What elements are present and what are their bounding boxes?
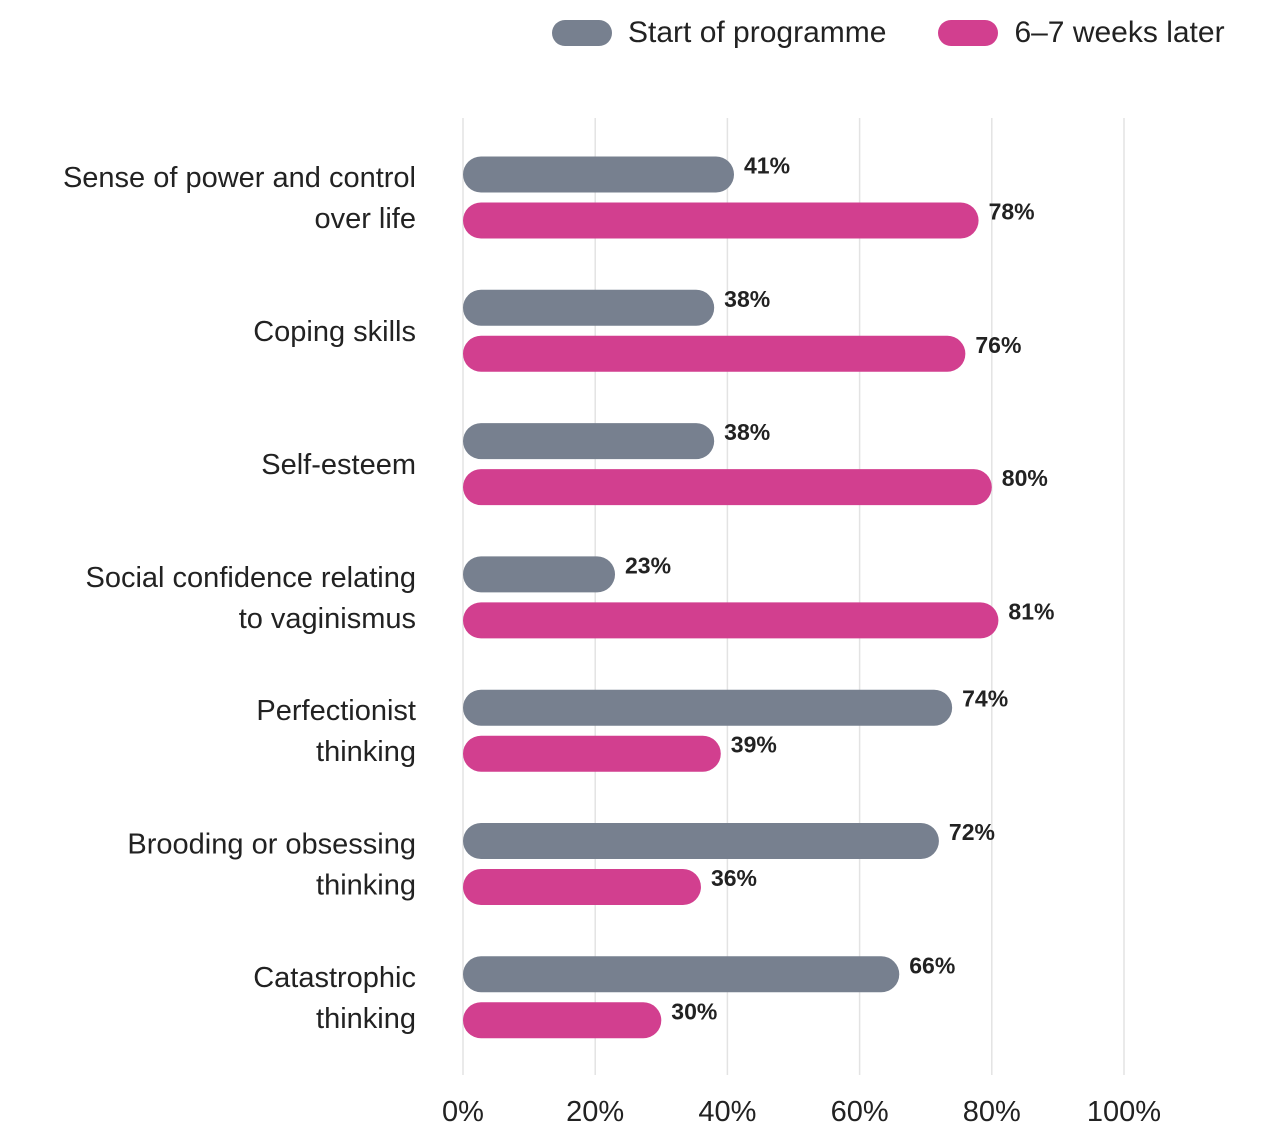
- bar-start: [463, 823, 939, 859]
- category-label: Sense of power and control: [63, 162, 416, 194]
- data-label: 76%: [975, 332, 1021, 358]
- bar-later: [463, 335, 966, 372]
- bar-start: [463, 289, 715, 326]
- data-label: 38%: [724, 286, 770, 312]
- category-label: to vaginismus: [239, 603, 416, 635]
- legend-item-start: Start of programme: [552, 16, 886, 50]
- bar-later: [463, 469, 992, 506]
- x-tick-label: 0%: [442, 1096, 484, 1128]
- bar-later: [463, 1002, 662, 1039]
- bar-later: [463, 735, 721, 772]
- data-label: 74%: [962, 686, 1008, 712]
- category-label: Coping skills: [253, 316, 416, 348]
- bar-start: [463, 423, 715, 460]
- bar-later: [463, 869, 701, 905]
- legend-label-start: Start of programme: [628, 16, 887, 49]
- bar-start: [463, 556, 616, 593]
- x-tick-label: 60%: [831, 1096, 889, 1128]
- data-label: 78%: [989, 199, 1035, 225]
- category-label: Perfectionist: [256, 695, 416, 727]
- x-tick-label: 80%: [963, 1096, 1021, 1128]
- bar-later: [463, 202, 979, 239]
- category-label: thinking: [316, 1003, 416, 1035]
- category-label: Social confidence relating: [86, 562, 416, 594]
- x-tick-label: 20%: [566, 1096, 624, 1128]
- data-label: 80%: [1002, 465, 1048, 491]
- bar-start: [463, 689, 953, 726]
- data-label: 66%: [909, 952, 955, 978]
- x-tick-label: 100%: [1087, 1096, 1161, 1128]
- data-label: 23%: [625, 552, 671, 578]
- bar-start: [463, 956, 900, 993]
- legend-item-later: 6–7 weeks later: [938, 16, 1225, 50]
- data-label: 36%: [711, 865, 757, 891]
- chart-legend: Start of programme 6–7 weeks later: [552, 16, 1225, 50]
- bar-start: [463, 156, 735, 193]
- legend-swatch-later: [938, 20, 999, 46]
- category-label: Brooding or obsessing: [127, 829, 416, 861]
- data-label: 72%: [949, 819, 995, 845]
- data-label: 41%: [744, 153, 790, 179]
- legend-label-later: 6–7 weeks later: [1014, 16, 1225, 49]
- bar-later: [463, 602, 999, 639]
- category-label: over life: [314, 203, 416, 235]
- category-label: thinking: [316, 736, 416, 768]
- legend-swatch-start: [552, 20, 612, 46]
- data-label: 81%: [1008, 598, 1054, 624]
- category-label: Self-esteem: [261, 449, 416, 481]
- data-label: 30%: [671, 998, 717, 1024]
- data-label: 38%: [724, 419, 770, 445]
- category-label: Catastrophic: [253, 962, 416, 994]
- x-tick-label: 40%: [698, 1096, 756, 1128]
- category-label: thinking: [316, 870, 416, 902]
- data-label: 39%: [731, 732, 777, 758]
